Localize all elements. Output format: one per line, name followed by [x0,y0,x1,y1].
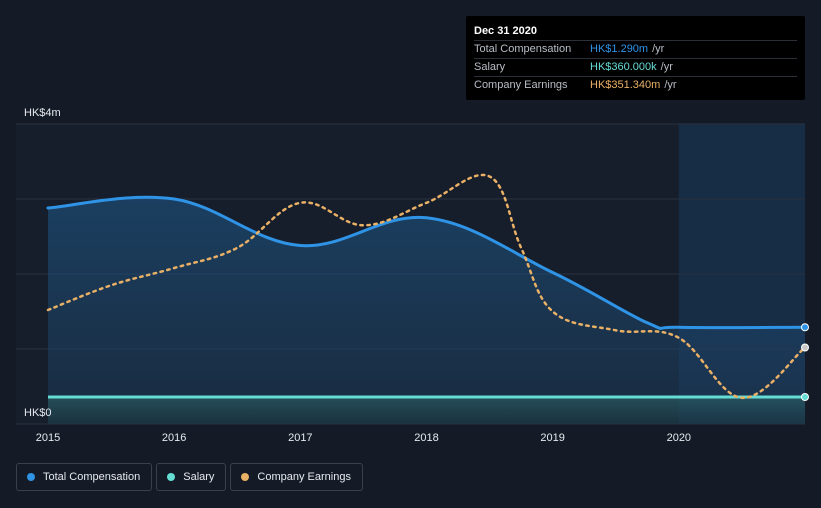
x-tick-label: 2018 [414,432,438,444]
total-compensation-end-marker [801,323,809,332]
x-tick-label: 2015 [36,432,60,444]
x-tick-label: 2020 [667,432,691,444]
tooltip-value: HK$1.290m [590,43,649,55]
tooltip-label: Salary [474,61,506,73]
legend-item-total-compensation[interactable]: Total Compensation [16,463,153,491]
legend-label: Company Earnings [257,471,351,483]
tooltip-unit: /yr [664,79,677,91]
tooltip-value: HK$360.000k [590,61,657,73]
legend-item-company-earnings[interactable]: Company Earnings [230,463,363,491]
legend-item-salary[interactable]: Salary [156,463,227,491]
legend-dot-icon [27,473,35,481]
tooltip-unit: /yr [660,61,673,73]
total-compensation-line [46,195,807,330]
tooltip-label: Total Compensation [474,43,572,55]
legend-dot-icon [241,473,250,481]
tooltip-row-company-earnings: Company Earnings HK$351.340m /yr [474,76,797,94]
total-compensation-area [48,197,805,424]
tooltip-date: Dec 31 2020 [474,25,537,37]
tooltip-label: Company Earnings [474,79,568,91]
salary-end-marker [801,393,809,401]
tooltip-row-total-compensation: Total Compensation HK$1.290m /yr [474,40,797,58]
legend: Total Compensation Salary Company Earnin… [16,463,367,491]
company-earnings-end-marker [801,343,809,352]
legend-label: Total Compensation [43,471,141,483]
x-tick-label: 2016 [162,432,186,444]
tooltip-value: HK$351.340m [590,79,661,91]
company-earnings-line [46,173,807,400]
legend-label: Salary [183,471,215,483]
salary-area [48,397,805,424]
x-tick-label: 2019 [540,432,564,444]
legend-dot-icon [167,473,176,481]
y-axis-top-label: HK$4m [24,107,61,119]
tooltip-unit: /yr [652,43,665,55]
x-tick-label: 2017 [288,432,312,444]
y-axis-bottom-label: HK$0 [24,407,52,419]
tooltip-row-salary: Salary HK$360.000k /yr [474,58,797,76]
tooltip-panel: Dec 31 2020 Total Compensation HK$1.290m… [466,16,805,100]
